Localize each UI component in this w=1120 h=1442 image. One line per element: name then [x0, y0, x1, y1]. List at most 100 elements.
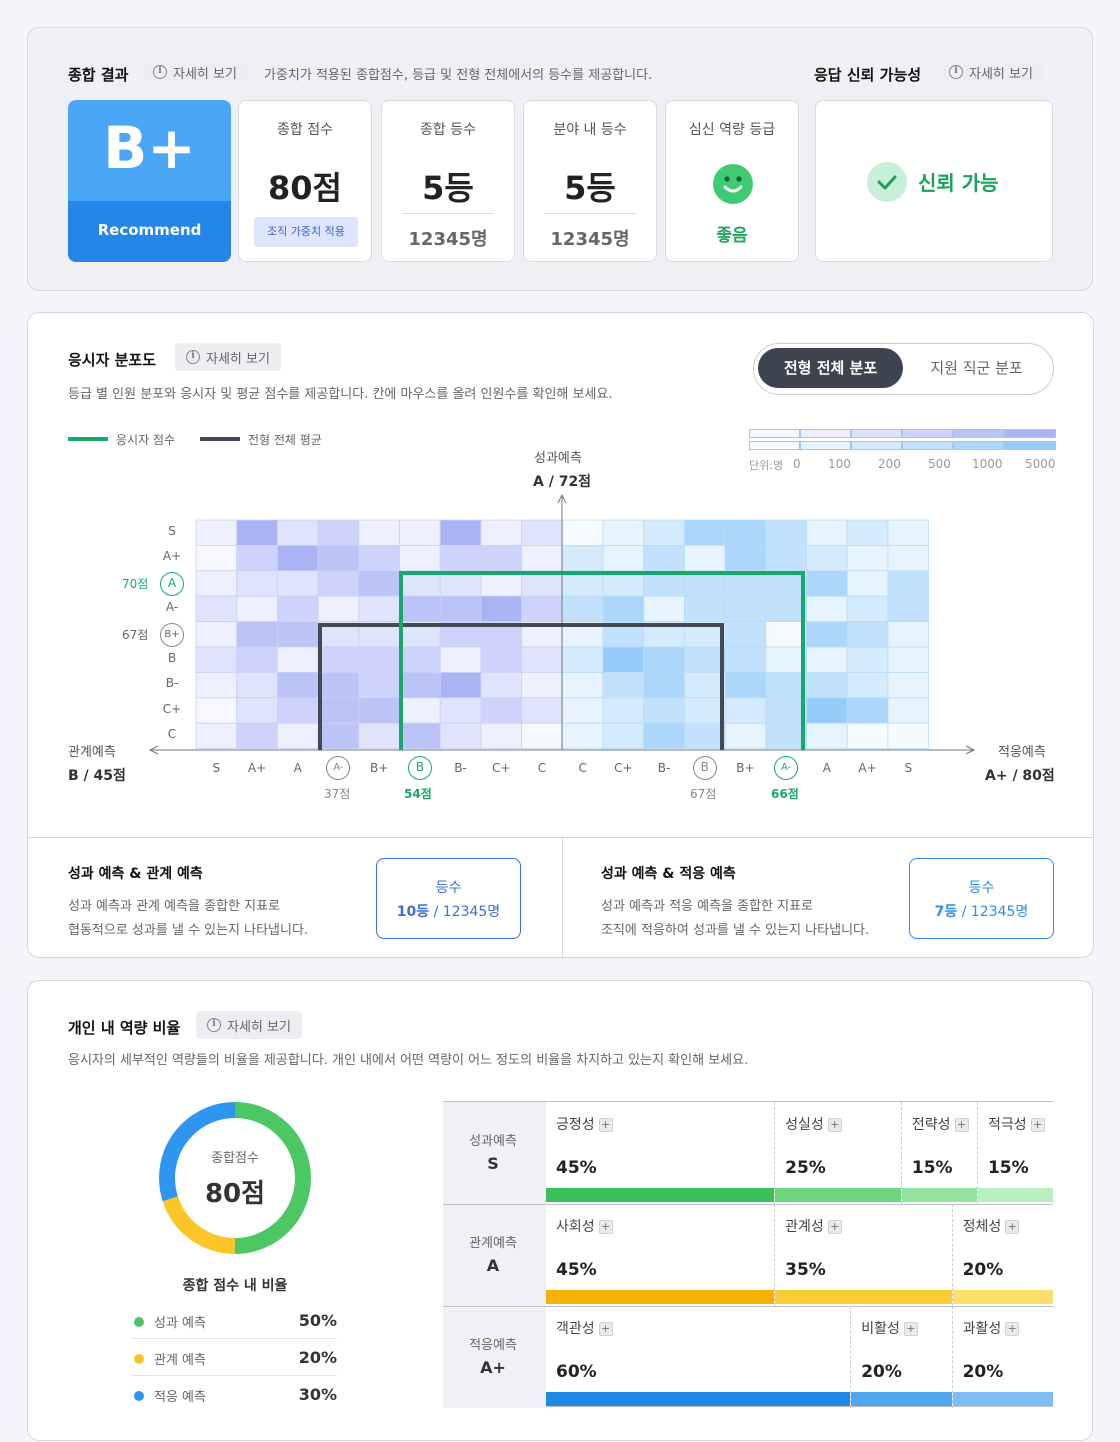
- heatmap-cell[interactable]: [317, 570, 360, 597]
- heatmap-cell[interactable]: [195, 595, 238, 623]
- heatmap-cell[interactable]: [480, 646, 522, 673]
- heatmap-cell[interactable]: [643, 595, 685, 623]
- heatmap-cell[interactable]: [846, 621, 889, 648]
- heatmap-cell[interactable]: [521, 697, 563, 724]
- heatmap-cell[interactable]: [684, 671, 726, 699]
- heatmap-cell[interactable]: [806, 544, 848, 572]
- heatmap-cell[interactable]: [724, 621, 767, 648]
- heatmap-cell[interactable]: [684, 697, 726, 724]
- heatmap-cell[interactable]: [887, 595, 930, 623]
- heatmap-cell[interactable]: [765, 595, 807, 623]
- heatmap-cell[interactable]: [846, 671, 889, 699]
- heatmap-cell[interactable]: [643, 646, 685, 673]
- heatmap-cell[interactable]: [195, 621, 238, 648]
- reliability-detail-button[interactable]: i 자세히 보기: [938, 58, 1044, 86]
- heatmap-cell[interactable]: [521, 671, 563, 699]
- heatmap-cell[interactable]: [561, 697, 604, 724]
- heatmap-cell[interactable]: [806, 697, 848, 724]
- expand-plus-icon[interactable]: +: [598, 1322, 613, 1336]
- heatmap-cell[interactable]: [236, 595, 278, 623]
- heatmap-cell[interactable]: [602, 697, 645, 724]
- heatmap-cell[interactable]: [887, 671, 930, 699]
- heatmap-cell[interactable]: [439, 646, 482, 673]
- heatmap-cell[interactable]: [276, 621, 319, 648]
- heatmap-cell[interactable]: [399, 544, 441, 572]
- heatmap-cell[interactable]: [765, 646, 807, 673]
- tab-job-distribution[interactable]: 지원 직군 분포: [930, 359, 1023, 377]
- expand-plus-icon[interactable]: +: [954, 1118, 969, 1132]
- heatmap-cell[interactable]: [561, 646, 604, 673]
- heatmap-cell[interactable]: [887, 722, 930, 750]
- heatmap-cell[interactable]: [643, 722, 685, 750]
- heatmap-cell[interactable]: [399, 595, 441, 623]
- heatmap-cell[interactable]: [684, 646, 726, 673]
- heatmap-cell[interactable]: [724, 519, 767, 546]
- heatmap-cell[interactable]: [643, 544, 685, 572]
- heatmap-cell[interactable]: [846, 646, 889, 673]
- expand-plus-icon[interactable]: +: [1005, 1322, 1020, 1336]
- heatmap-cell[interactable]: [724, 697, 767, 724]
- heatmap-cell[interactable]: [195, 697, 238, 724]
- heatmap-cell[interactable]: [358, 570, 400, 597]
- heatmap-cell[interactable]: [439, 671, 482, 699]
- heatmap-cell[interactable]: [236, 621, 278, 648]
- heatmap-cell[interactable]: [439, 697, 482, 724]
- heatmap-cell[interactable]: [317, 671, 360, 699]
- expand-plus-icon[interactable]: +: [827, 1220, 842, 1234]
- heatmap-cell[interactable]: [195, 519, 238, 546]
- heatmap-cell[interactable]: [276, 722, 319, 750]
- heatmap-cell[interactable]: [602, 671, 645, 699]
- heatmap-cell[interactable]: [846, 722, 889, 750]
- heatmap-cell[interactable]: [439, 570, 482, 597]
- ratio-detail-button[interactable]: i 자세히 보기: [196, 1011, 302, 1039]
- heatmap-cell[interactable]: [806, 570, 848, 597]
- heatmap-cell[interactable]: [602, 544, 645, 572]
- heatmap-cell[interactable]: [602, 570, 645, 597]
- heatmap-cell[interactable]: [887, 646, 930, 673]
- heatmap-cell[interactable]: [684, 519, 726, 546]
- heatmap-cell[interactable]: [358, 595, 400, 623]
- heatmap-cell[interactable]: [480, 544, 522, 572]
- expand-plus-icon[interactable]: +: [1005, 1220, 1020, 1234]
- heatmap-cell[interactable]: [399, 519, 441, 546]
- heatmap-cell[interactable]: [887, 544, 930, 572]
- heatmap-cell[interactable]: [358, 544, 400, 572]
- expand-plus-icon[interactable]: +: [598, 1118, 613, 1132]
- heatmap-cell[interactable]: [317, 595, 360, 623]
- heatmap-cell[interactable]: [276, 646, 319, 673]
- heatmap-cell[interactable]: [846, 519, 889, 546]
- distribution-heatmap[interactable]: [28, 313, 1095, 959]
- heatmap-cell[interactable]: [561, 544, 604, 572]
- heatmap-cell[interactable]: [846, 570, 889, 597]
- heatmap-cell[interactable]: [806, 519, 848, 546]
- heatmap-cell[interactable]: [643, 519, 685, 546]
- heatmap-cell[interactable]: [765, 697, 807, 724]
- heatmap-cell[interactable]: [480, 519, 522, 546]
- heatmap-cell[interactable]: [358, 519, 400, 546]
- heatmap-cell[interactable]: [480, 570, 522, 597]
- heatmap-cell[interactable]: [195, 544, 238, 572]
- heatmap-cell[interactable]: [643, 697, 685, 724]
- heatmap-cell[interactable]: [195, 570, 238, 597]
- heatmap-cell[interactable]: [724, 544, 767, 572]
- heatmap-cell[interactable]: [684, 544, 726, 572]
- heatmap-cell[interactable]: [887, 697, 930, 724]
- heatmap-cell[interactable]: [724, 722, 767, 750]
- heatmap-cell[interactable]: [521, 519, 563, 546]
- heatmap-cell[interactable]: [439, 722, 482, 750]
- heatmap-cell[interactable]: [846, 697, 889, 724]
- heatmap-cell[interactable]: [439, 595, 482, 623]
- heatmap-cell[interactable]: [521, 544, 563, 572]
- heatmap-cell[interactable]: [317, 646, 360, 673]
- heatmap-cell[interactable]: [236, 519, 278, 546]
- heatmap-cell[interactable]: [765, 519, 807, 546]
- heatmap-cell[interactable]: [724, 646, 767, 673]
- heatmap-cell[interactable]: [276, 697, 319, 724]
- heatmap-cell[interactable]: [806, 722, 848, 750]
- tab-total-distribution[interactable]: 전형 전체 분포: [758, 348, 903, 388]
- heatmap-cell[interactable]: [399, 697, 441, 724]
- heatmap-cell[interactable]: [724, 671, 767, 699]
- result-detail-button[interactable]: i 자세히 보기: [142, 58, 248, 86]
- heatmap-cell[interactable]: [887, 621, 930, 648]
- heatmap-cell[interactable]: [236, 544, 278, 572]
